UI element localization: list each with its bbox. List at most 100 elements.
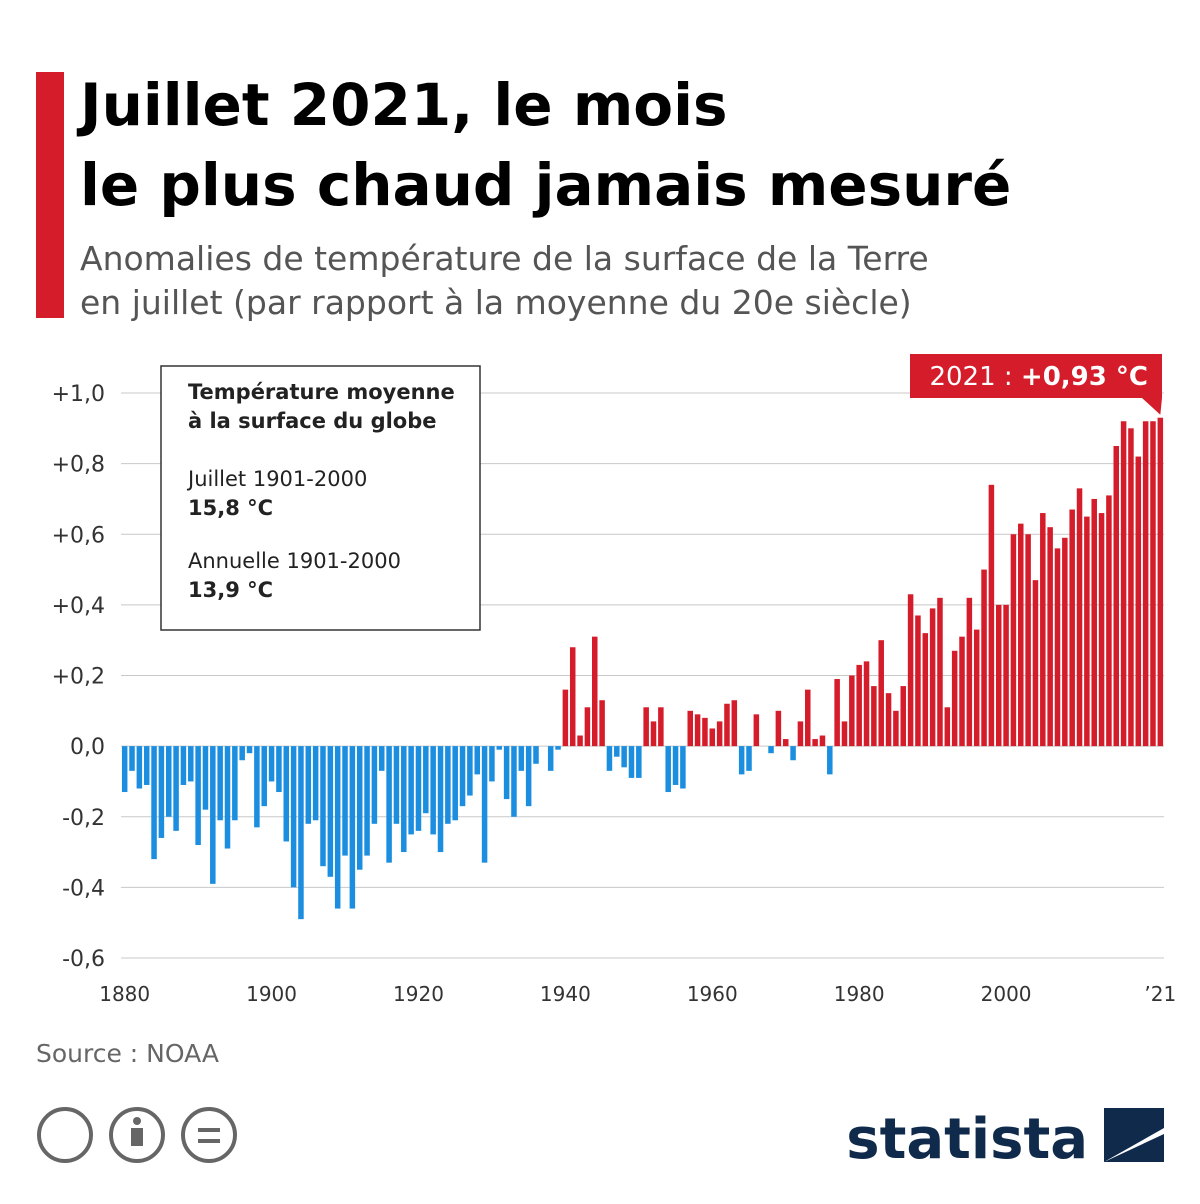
bar xyxy=(900,686,907,747)
bar xyxy=(569,647,576,747)
bar xyxy=(856,664,862,747)
bar xyxy=(547,746,554,771)
bar xyxy=(716,721,723,747)
bar xyxy=(797,721,804,747)
annotation-box xyxy=(910,354,1162,398)
bar xyxy=(342,746,348,856)
bar xyxy=(680,746,686,789)
bar xyxy=(1076,488,1083,747)
bar xyxy=(687,710,693,747)
bar xyxy=(1025,534,1031,747)
x-tick-label: 1980 xyxy=(834,982,885,1006)
info-box xyxy=(160,365,481,631)
bar xyxy=(650,721,657,747)
bar xyxy=(922,633,929,747)
bar xyxy=(415,746,422,831)
bar xyxy=(959,636,965,747)
bar xyxy=(1084,516,1090,747)
bar xyxy=(658,707,664,747)
bar xyxy=(643,707,649,747)
bar xyxy=(709,728,716,747)
bar xyxy=(827,746,833,775)
bar xyxy=(356,746,363,870)
bar xyxy=(672,746,679,785)
bar xyxy=(885,693,892,747)
bar xyxy=(937,597,943,747)
bar xyxy=(599,700,605,747)
bar xyxy=(254,746,260,828)
bar xyxy=(973,629,980,747)
bar xyxy=(378,746,385,771)
bar xyxy=(878,640,884,747)
bar xyxy=(327,746,334,877)
y-tick-label: +0,8 xyxy=(52,453,105,478)
bar xyxy=(202,746,209,810)
bar xyxy=(474,746,480,775)
y-tick-label: +0,4 xyxy=(52,594,105,619)
bar xyxy=(1047,527,1053,747)
bar xyxy=(143,746,150,785)
y-tick-label: -0,6 xyxy=(62,947,105,972)
info-label: Juillet 1901-2000 xyxy=(186,467,367,491)
bar xyxy=(812,739,818,747)
bar xyxy=(305,746,312,824)
x-tick-label: 2000 xyxy=(981,982,1032,1006)
x-tick-label: 1880 xyxy=(99,982,150,1006)
bar xyxy=(246,746,253,754)
bar xyxy=(555,746,561,750)
bar xyxy=(276,746,282,793)
bar xyxy=(1098,513,1105,747)
bar xyxy=(790,746,796,761)
annotation-value: +0,93 °C xyxy=(1021,362,1148,392)
bar xyxy=(819,735,826,747)
bar xyxy=(217,746,223,821)
bar xyxy=(467,746,473,796)
bar xyxy=(915,615,921,747)
bar xyxy=(423,746,429,814)
bar xyxy=(283,746,290,842)
bar xyxy=(951,650,958,747)
bar xyxy=(929,608,936,747)
bar xyxy=(525,746,532,807)
bar xyxy=(577,735,583,747)
chart-title: Juillet 2021, le mois xyxy=(76,71,728,139)
bar xyxy=(775,710,782,747)
bar xyxy=(944,707,951,747)
annotation-prefix: 2021 : xyxy=(929,362,1020,392)
bar xyxy=(841,721,848,747)
bar xyxy=(1157,417,1164,747)
y-tick-label: +0,2 xyxy=(52,665,105,690)
bar xyxy=(1142,421,1149,747)
bar xyxy=(724,703,730,747)
bar xyxy=(1113,445,1120,747)
bar xyxy=(430,746,436,835)
bar xyxy=(129,746,135,771)
y-tick-label: -0,4 xyxy=(62,876,105,901)
bar xyxy=(665,746,671,793)
bar xyxy=(239,746,245,761)
y-tick-label: 0,0 xyxy=(70,735,105,760)
bar xyxy=(158,746,165,838)
bar xyxy=(621,746,627,768)
bar xyxy=(312,746,319,821)
bar xyxy=(1032,580,1039,747)
bar xyxy=(1150,421,1156,747)
bar xyxy=(232,746,238,821)
bar xyxy=(738,746,745,775)
bar xyxy=(1018,523,1024,747)
x-tick-label: 1960 xyxy=(687,982,738,1006)
info-label: Annuelle 1901-2000 xyxy=(188,549,401,573)
bar xyxy=(195,746,201,845)
bar xyxy=(1040,513,1046,747)
title-accent xyxy=(36,72,64,318)
license-icons xyxy=(37,1107,237,1163)
bar xyxy=(782,739,789,747)
bar xyxy=(746,746,752,771)
bar xyxy=(1120,421,1127,747)
bar xyxy=(1091,498,1097,747)
y-tick-label: +0,6 xyxy=(52,523,105,548)
bar xyxy=(180,746,187,785)
bar xyxy=(408,746,414,835)
bar xyxy=(805,689,811,747)
bar xyxy=(981,569,987,747)
